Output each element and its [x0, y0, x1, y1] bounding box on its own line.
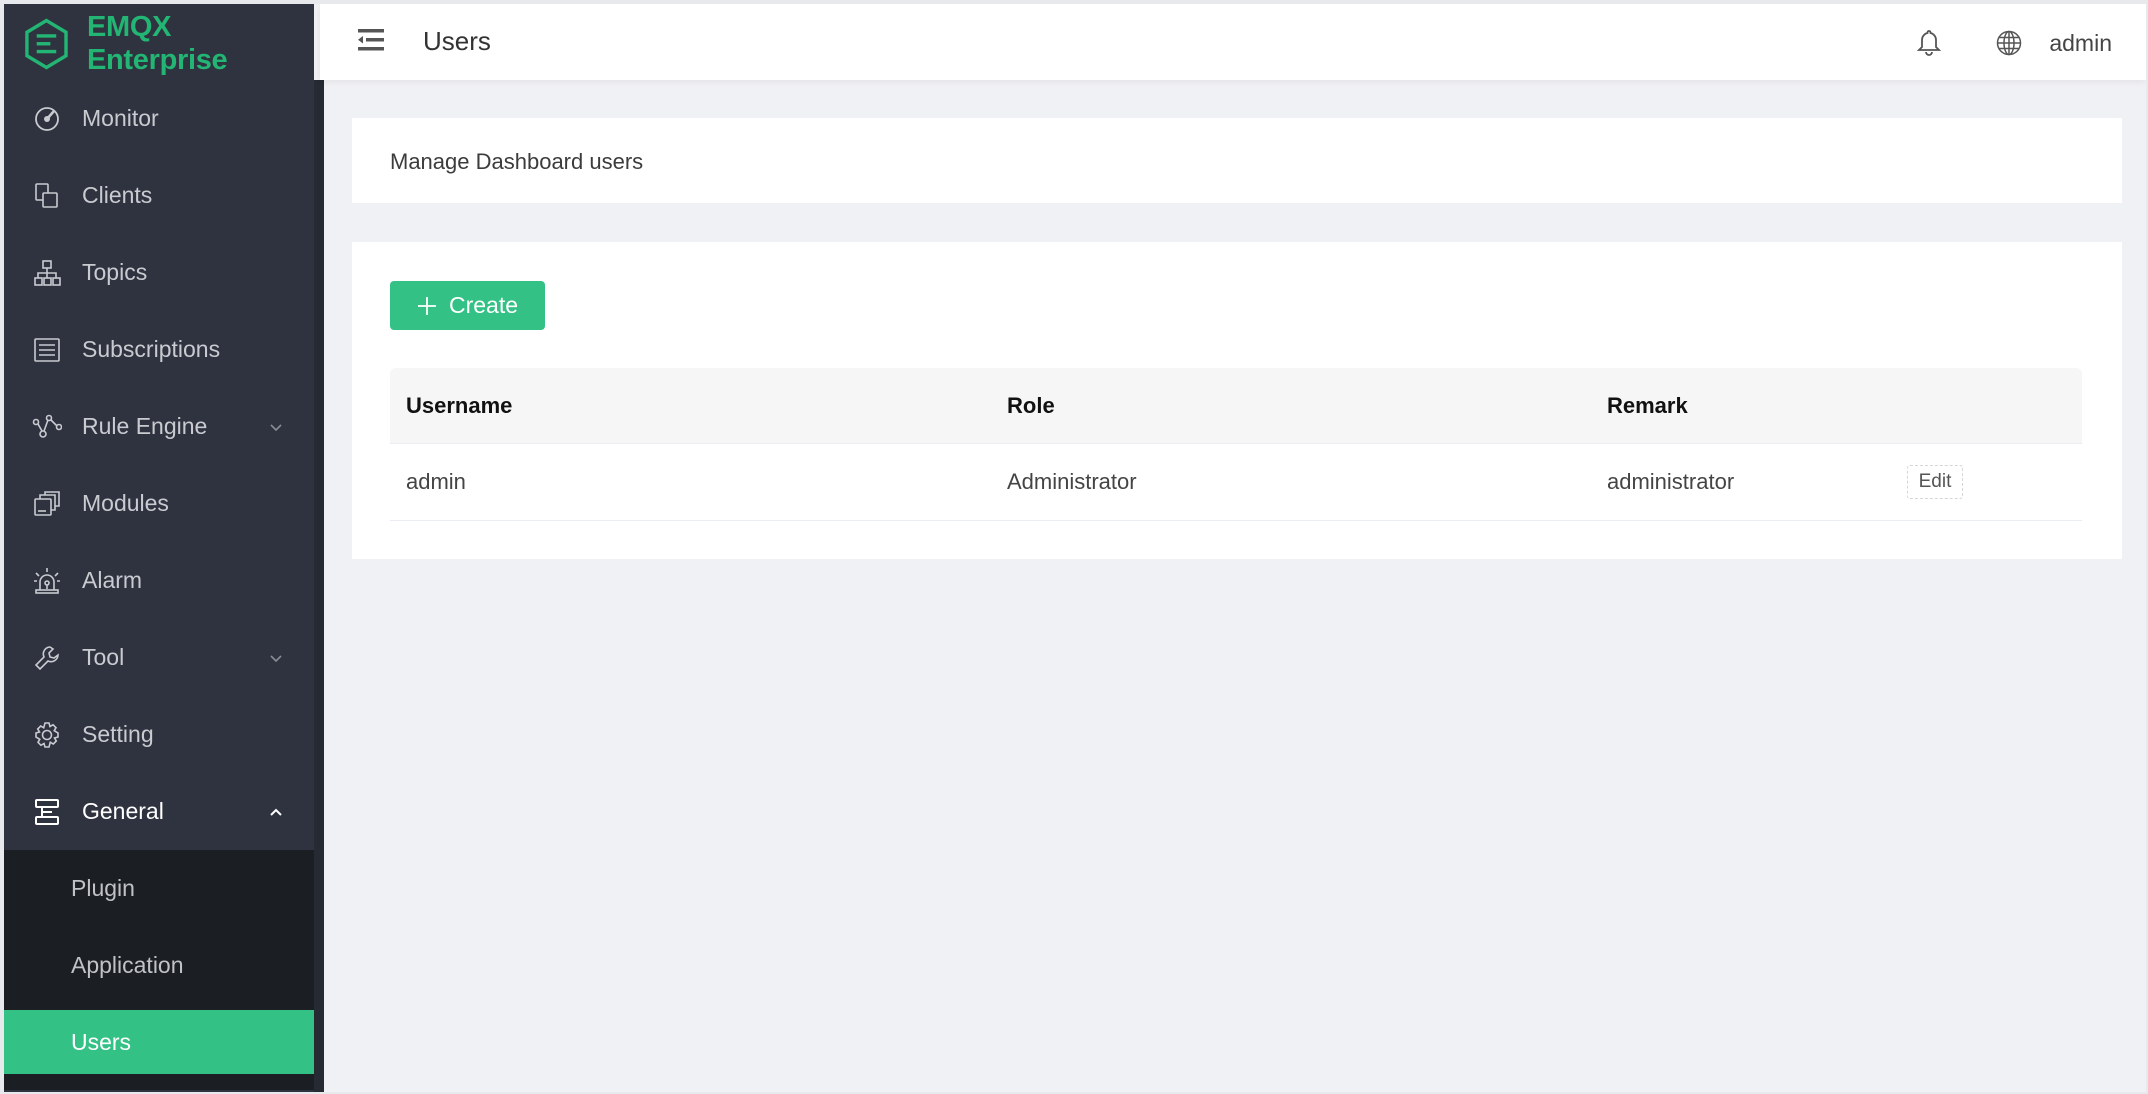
column-header-role: Role — [1007, 392, 1055, 418]
collapse-menu-icon[interactable] — [358, 28, 384, 52]
sidebar-item-label: Monitor — [82, 105, 159, 131]
sidebar-item-general[interactable]: General — [4, 773, 314, 850]
create-button[interactable]: Create — [390, 281, 545, 330]
alarm-icon — [34, 567, 60, 594]
column-header-username: Username — [406, 392, 513, 418]
chevron-down-icon — [270, 423, 282, 431]
sidebar-item-label: Clients — [82, 182, 153, 208]
app-window: EMQX Enterprise Monitor Clients Topics Subs… — [4, 4, 2146, 1092]
sidebar-item-label: Rule Engine — [82, 413, 208, 439]
submenu-item-application[interactable]: Application — [71, 952, 184, 978]
sidebar-item-label: Setting — [82, 721, 154, 747]
cell-username: admin — [406, 469, 466, 494]
users-table: Username Role Remark admin Administrator… — [390, 368, 2082, 521]
stack-icon — [34, 490, 60, 516]
sidebar-item-modules[interactable]: Modules — [4, 465, 314, 542]
nodes-icon — [32, 414, 62, 438]
sidebar-item-label: Tool — [82, 644, 125, 670]
brand-name: EMQX Enterprise — [86, 11, 228, 76]
description-card: Manage Dashboard users — [352, 118, 2122, 203]
sidebar-item-label: Modules — [82, 490, 169, 516]
user-menu[interactable]: admin — [2049, 30, 2112, 56]
page-title: Users — [423, 26, 491, 56]
globe-icon[interactable] — [1996, 30, 2022, 56]
general-submenu: Plugin Application Users — [4, 850, 314, 1090]
sidebar-item-label: Subscriptions — [82, 336, 221, 362]
users-card: Create Username Role Remark admin Admini… — [352, 242, 2122, 559]
top-header: Users admin — [320, 4, 2146, 80]
sidebar-item-tool[interactable]: Tool — [4, 619, 314, 696]
sidebar-item-clients[interactable]: Clients — [4, 157, 314, 234]
bell-icon[interactable] — [1916, 28, 1942, 56]
submenu-item-users[interactable]: Users — [4, 1010, 314, 1074]
gauge-icon — [35, 106, 59, 131]
table-header: Username Role Remark — [390, 368, 2082, 444]
devices-icon — [35, 182, 58, 208]
chevron-down-icon — [270, 654, 282, 662]
create-label: Create — [448, 292, 519, 318]
page-description: Manage Dashboard users — [390, 149, 644, 174]
sidebar-item-topics[interactable]: Topics — [4, 234, 314, 311]
list-icon — [34, 337, 60, 362]
server-icon — [35, 798, 59, 825]
table-row: admin Administrator administrator Edit — [390, 444, 2082, 521]
edit-button[interactable]: Edit — [1907, 465, 1963, 499]
chevron-up-icon — [270, 808, 282, 816]
sidebar-item-subscriptions[interactable]: Subscriptions — [4, 311, 314, 388]
emqx-logo-icon — [25, 18, 68, 70]
logo[interactable]: EMQX Enterprise — [24, 11, 314, 76]
sidebar-item-monitor[interactable]: Monitor — [4, 80, 314, 157]
sidebar-item-rule-engine[interactable]: Rule Engine — [4, 388, 314, 465]
sidebar: EMQX Enterprise Monitor Clients Topics Subs… — [4, 4, 314, 1092]
sidebar-item-setting[interactable]: Setting — [4, 696, 314, 773]
sidebar-menu: Monitor Clients Topics Subscriptions Rule En… — [4, 80, 314, 1090]
sidebar-item-label: Topics — [82, 259, 148, 285]
hierarchy-icon — [34, 259, 61, 286]
plus-icon — [417, 296, 436, 315]
submenu-item-plugin[interactable]: Plugin — [71, 875, 135, 901]
wrench-icon — [34, 645, 59, 670]
sidebar-item-label: Alarm — [82, 567, 143, 593]
sidebar-scrollbar[interactable] — [314, 80, 324, 1092]
sidebar-item-alarm[interactable]: Alarm — [4, 542, 314, 619]
cell-role: Administrator — [1007, 469, 1137, 494]
cell-remark: administrator — [1607, 469, 1735, 494]
sidebar-item-label: General — [82, 798, 164, 824]
column-header-remark: Remark — [1607, 392, 1688, 418]
gear-icon — [35, 721, 59, 748]
